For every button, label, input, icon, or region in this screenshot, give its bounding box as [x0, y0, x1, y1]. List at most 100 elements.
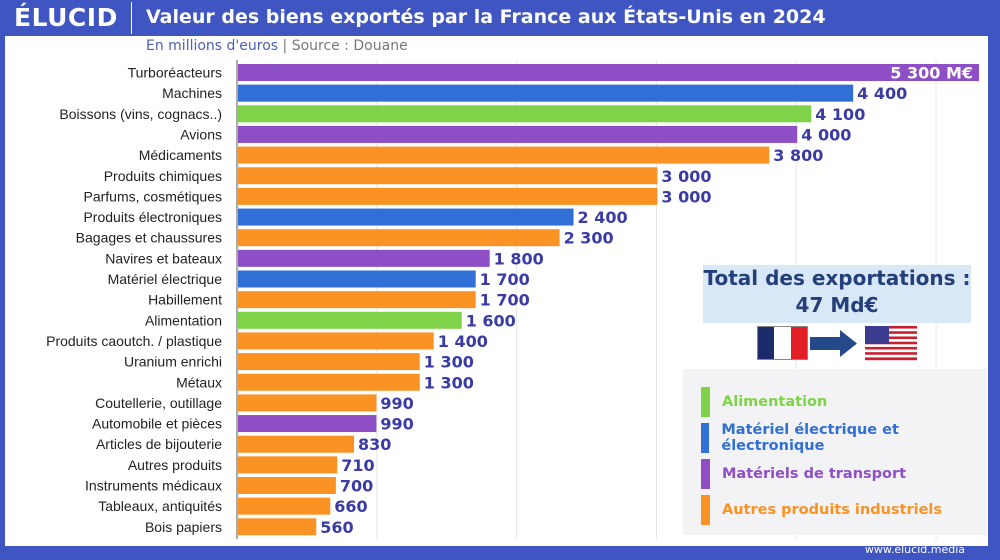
- category-label: Bois papiers: [145, 519, 222, 535]
- bar: [238, 394, 377, 412]
- bar: [238, 415, 377, 433]
- legend-label: Alimentation: [722, 394, 828, 410]
- category-label: Habillement: [148, 292, 222, 308]
- legend-swatch: [701, 459, 710, 489]
- legend-swatch: [701, 495, 710, 525]
- value-label: 4 400: [857, 84, 907, 103]
- bar: [238, 167, 658, 185]
- flags-illustration: [757, 326, 917, 361]
- value-label: 990: [380, 415, 413, 434]
- header: ÉLUCID Valeur des biens exportés par la …: [0, 0, 1000, 36]
- value-label: 4 000: [801, 125, 851, 144]
- subtitle: En millions d'euros | Source : Douane: [146, 38, 408, 54]
- value-label: 1 700: [480, 270, 530, 289]
- value-label: 4 100: [815, 105, 865, 124]
- value-label: 990: [380, 394, 413, 413]
- bar: [238, 125, 798, 143]
- legend-item: Matériels de transport: [701, 459, 906, 489]
- category-label: Uranium enrichi: [124, 354, 222, 370]
- legend-label: Matériel électrique et électronique: [721, 422, 899, 454]
- legend: Alimentation Matériel électrique et élect…: [683, 369, 987, 535]
- category-label: Métaux: [176, 374, 222, 390]
- value-label: 3 000: [661, 187, 711, 206]
- bar: [238, 353, 420, 371]
- legend-item: Autres produits industriels: [701, 495, 942, 525]
- logo: ÉLUCID: [14, 3, 118, 32]
- bar: [238, 456, 338, 474]
- bar: [238, 229, 560, 247]
- header-divider: [131, 2, 132, 34]
- legend-label: Matériels de transport: [722, 466, 907, 482]
- value-label: 830: [358, 435, 391, 454]
- bar: [238, 332, 434, 350]
- value-label: 3 000: [661, 167, 711, 186]
- category-label: Matériel électrique: [108, 271, 223, 287]
- category-label: Machines: [162, 85, 222, 101]
- bar: [238, 518, 317, 536]
- legend-swatch: [701, 423, 710, 453]
- bar: [238, 187, 658, 205]
- arrow-right-icon: [810, 330, 857, 357]
- value-label: 710: [341, 456, 374, 475]
- legend-swatch: [701, 387, 710, 417]
- unit-label: En millions d'euros: [146, 38, 279, 54]
- value-label: 1 600: [466, 311, 516, 330]
- value-label: 1 800: [494, 249, 544, 268]
- category-label: Avions: [180, 126, 222, 142]
- value-label: 560: [320, 518, 353, 537]
- bar: [238, 435, 355, 453]
- category-label: Coutellerie, outillage: [95, 395, 222, 411]
- bar: [238, 249, 490, 267]
- category-label: Automobile et pièces: [92, 416, 222, 432]
- value-label: 700: [340, 477, 373, 496]
- value-label: 3 800: [773, 146, 823, 165]
- value-label: 1 300: [424, 373, 474, 392]
- category-label: Tableaux, antiquités: [98, 498, 222, 514]
- bar: [238, 84, 854, 102]
- chart-panel: En millions d'euros | Source : Douane Tu…: [5, 36, 988, 546]
- category-label: Boissons (vins, cognacs..): [59, 106, 222, 122]
- subtitle-separator: |: [282, 38, 288, 54]
- bar: [238, 497, 331, 515]
- category-label: Produits chimiques: [104, 168, 222, 184]
- category-label: Alimentation: [145, 312, 222, 328]
- total-value: 47 Md€: [795, 293, 879, 317]
- bar: [238, 64, 979, 81]
- category-label: Produits électroniques: [83, 209, 222, 225]
- france-flag-icon: [757, 326, 808, 360]
- chart-title: Valeur des biens exportés par la France …: [146, 6, 826, 28]
- category-label: Produits caoutch. / plastique: [46, 333, 222, 349]
- bar: [238, 477, 336, 494]
- bar: [238, 146, 770, 164]
- category-label: Bagages et chaussures: [76, 230, 222, 246]
- bar-chart: Turboréacteurs 5 300 M€ Machines 4 400 Boiss…: [46, 60, 979, 539]
- bar: [238, 105, 812, 123]
- category-label: Navires et bateaux: [105, 250, 222, 266]
- legend-item: Alimentation: [701, 387, 827, 417]
- bar: [238, 291, 476, 309]
- footer-url: www.elucid.media: [864, 543, 965, 556]
- value-label: 1 700: [480, 291, 530, 310]
- value-label: 1 300: [424, 353, 474, 372]
- value-label: 2 400: [578, 208, 628, 227]
- bar: [238, 373, 420, 391]
- value-label: 1 400: [438, 332, 488, 351]
- category-label: Turboréacteurs: [128, 65, 222, 81]
- category-label: Parfums, cosmétiques: [84, 188, 223, 204]
- value-label: 2 300: [564, 229, 614, 248]
- total-box: Total des exportations : 47 Md€: [703, 265, 971, 323]
- value-label: 5 300 M€: [890, 64, 973, 83]
- total-label: Total des exportations :: [703, 266, 971, 290]
- bar: [238, 311, 462, 329]
- legend-item: Matériel électrique et électronique: [701, 422, 987, 454]
- value-label: 660: [334, 497, 367, 516]
- bar: [238, 270, 476, 288]
- source-label: Source : Douane: [291, 38, 408, 54]
- usa-flag-icon: [865, 326, 917, 361]
- legend-label: Autres produits industriels: [722, 502, 943, 518]
- category-label: Instruments médicaux: [85, 478, 222, 494]
- bar: [238, 208, 574, 226]
- category-label: Articles de bijouterie: [96, 436, 222, 452]
- category-label: Médicaments: [139, 147, 222, 163]
- category-label: Autres produits: [128, 457, 222, 473]
